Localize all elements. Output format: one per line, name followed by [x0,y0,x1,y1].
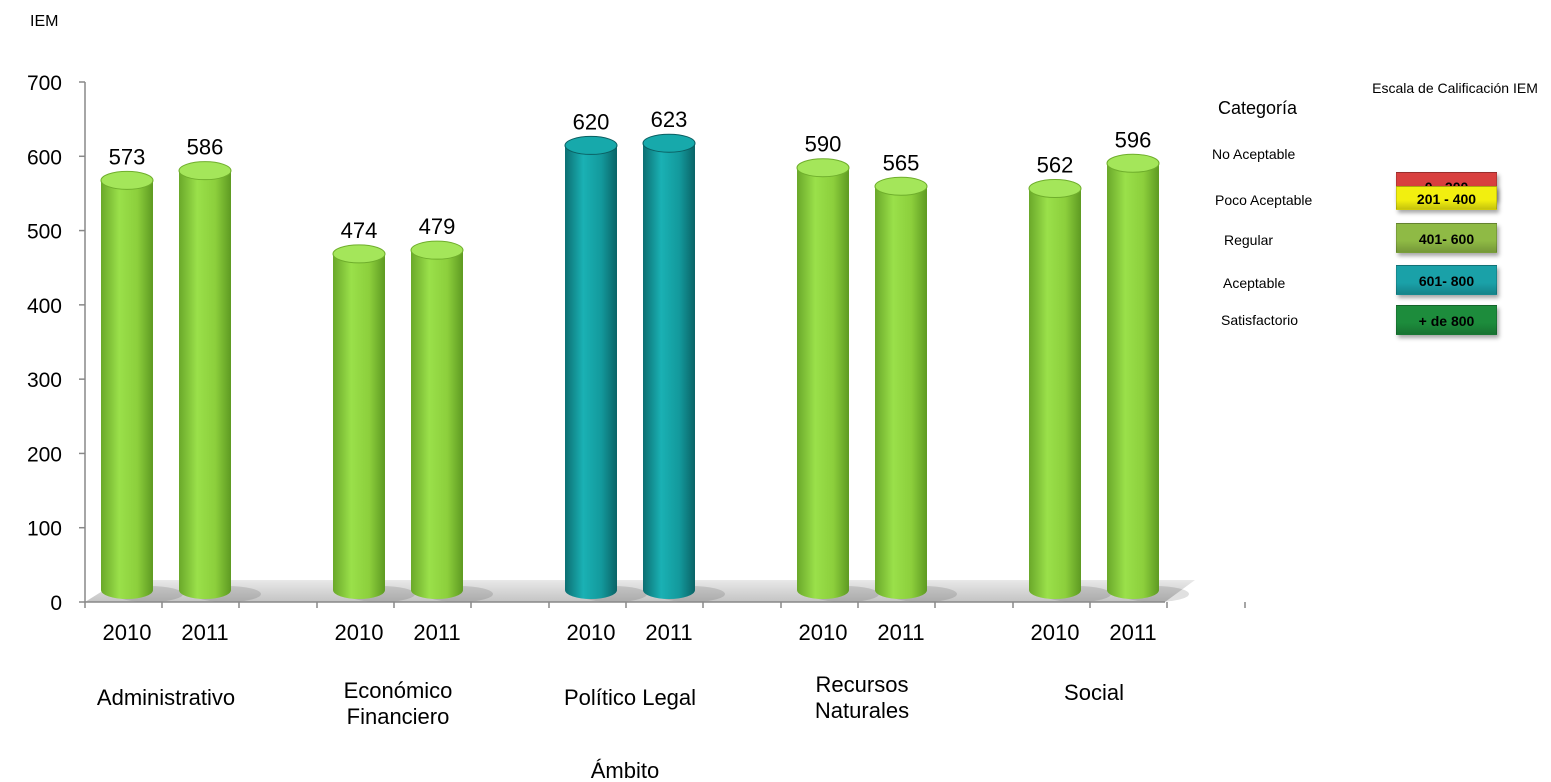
legend-label-no-aceptable: No Aceptable [1212,146,1296,162]
x-tick-label-year: 2010 [799,620,848,645]
x-tick-label-year: 2011 [413,620,460,645]
y-tick-label: 400 [27,295,62,318]
x-category-label: Recursos Naturales [815,672,909,723]
x-category-label: Económico Financiero [344,678,453,729]
bar-top [874,176,928,196]
y-tick-label: 0 [50,592,62,615]
bar-top [332,244,386,264]
legend-label-regular: Regular [1224,232,1274,248]
legend-range-201-400: 201 - 400 [1396,186,1497,210]
legend-range-601-800: 601- 800 [1396,265,1497,295]
bar-value-label: 596 [1115,127,1152,152]
y-tick-label: 100 [27,518,62,541]
bar-top [1028,179,1082,199]
legend-scale-title: Escala de Calificación IEM [1372,80,1538,96]
bar-recursos-naturales-2011 [875,186,927,600]
bar-social-2011 [1107,163,1159,599]
bar-político-legal-2011 [643,143,695,599]
y-axis-label: IEM [30,13,58,30]
y-tick-label: 500 [27,221,62,244]
bar-value-label: 479 [419,214,456,239]
x-tick-label-year: 2010 [567,620,616,645]
legend: Escala de Calificación IEM Categoría No … [1190,80,1550,360]
x-tick-label-year: 2011 [645,620,692,645]
bar-político-legal-2010 [565,145,617,599]
legend-label-poco-aceptable: Poco Aceptable [1215,192,1313,208]
x-tick-label-year: 2011 [181,620,228,645]
legend-label-aceptable: Aceptable [1223,275,1286,291]
legend-label-satisfactorio: Satisfactorio [1221,312,1299,328]
bar-value-label: 562 [1037,153,1074,178]
bar-económico-financiero-2010 [333,253,385,599]
bar-value-label: 573 [109,144,146,169]
x-category-label-line: Naturales [815,698,909,723]
x-category-label-line: Económico [344,678,453,703]
bar-value-label: 565 [883,150,920,175]
bar-top [564,135,618,155]
bar-value-label: 586 [187,135,224,160]
x-category-label: Social [1064,680,1124,705]
bar-económico-financiero-2011 [411,250,463,599]
bar-top [178,161,232,181]
bar-top [100,170,154,190]
bar-top [642,133,696,153]
x-tick-label-year: 2010 [335,620,384,645]
bar-value-label: 590 [805,132,842,157]
x-category-label-line: Recursos [816,672,909,697]
x-axis-title: Ámbito [591,758,659,782]
bar-value-label: 474 [341,218,378,243]
x-tick-label-year: 2010 [103,620,152,645]
legend-category-title: Categoría [1218,98,1298,118]
bar-administrativo-2011 [179,170,231,599]
x-category-label: Administrativo [97,685,235,710]
bar-top [410,240,464,260]
y-tick-label: 600 [27,146,62,169]
x-tick-label-year: 2011 [1109,620,1156,645]
bar-top [796,158,850,178]
legend-range-mas-de-800: + de 800 [1396,305,1497,335]
bar-value-label: 623 [651,107,688,132]
x-category-label-line: Financiero [347,704,450,729]
bar-recursos-naturales-2010 [797,167,849,599]
x-tick-label-year: 2011 [877,620,924,645]
bar-value-label: 620 [573,109,610,134]
y-tick-label: 300 [27,369,62,392]
legend-range-401-600: 401- 600 [1396,223,1497,253]
y-tick-label: 200 [27,443,62,466]
bar-administrativo-2010 [101,180,153,600]
bar-social-2010 [1029,188,1081,599]
bar-top [1106,153,1160,173]
y-tick-label: 700 [27,72,62,95]
x-tick-label-year: 2010 [1031,620,1080,645]
x-category-label: Político Legal [564,685,696,710]
